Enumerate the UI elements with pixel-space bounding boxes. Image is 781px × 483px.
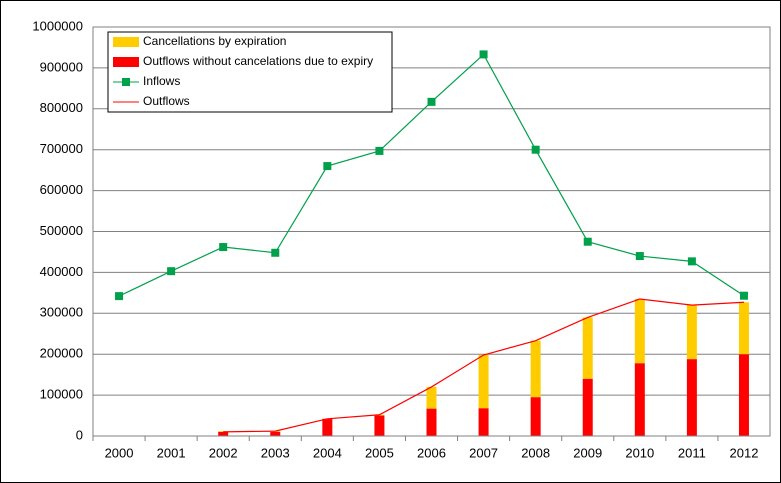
point [479,50,488,59]
legend-swatch [113,57,139,67]
point [271,248,280,257]
point [323,162,332,171]
bar-segment [738,302,749,355]
x-tick-label: 2009 [573,445,602,460]
legend-swatch [113,37,139,47]
bar-segment [426,408,437,436]
line [223,298,744,433]
bar-segment [374,415,385,436]
bar-segment [582,317,593,379]
x-tick-label: 2004 [313,445,342,460]
legend-label: Inflows [143,74,180,88]
x-tick-label: 2012 [730,445,759,460]
x-tick-label: 2005 [365,445,394,460]
point [531,145,540,154]
bar-segment [478,355,489,409]
bar-segment [218,431,229,436]
point [115,292,124,301]
legend-box [107,31,393,113]
x-tick-label: 2001 [157,445,186,460]
bar-segment [270,431,281,436]
point [635,252,644,261]
y-tick-label: 100000 [40,387,83,402]
legend-label: Outflows without cancelations due to exp… [143,54,373,68]
y-tick-label: 600000 [40,182,83,197]
point [219,243,228,252]
y-tick-label: 700000 [40,141,83,156]
bar-segment [530,397,541,436]
x-tick-label: 2002 [209,445,238,460]
point [167,267,176,276]
bar-segment [738,354,749,436]
x-tick-label: 2011 [678,445,706,460]
bar-segment [686,359,697,436]
bar-segment [426,386,437,409]
legend: Cancellations by expiration Outflows with… [107,31,393,113]
bar-segment [478,408,489,436]
y-tick-label: 0 [76,427,83,442]
x-tick-label: 2007 [469,445,498,460]
marks [115,50,749,436]
plot-border [92,26,771,437]
legend-label: Cancellations by expiration [143,34,286,48]
y-tick-label: 1000000 [32,18,83,33]
y-tick-label: 500000 [40,223,83,238]
x-tick-label: 2003 [261,445,290,460]
point [375,146,384,155]
x-tick-label: 2010 [625,445,654,460]
x-tick-label: 2008 [521,445,550,460]
legend-label: Outflows [143,94,190,108]
y-tick-label: 200000 [40,346,83,361]
bar-segment [582,378,593,436]
bar-segment [530,340,541,398]
y-tick-label: 300000 [40,305,83,320]
x-tick-label: 2006 [417,445,446,460]
bar-segment [634,298,645,364]
y-tick-label: 900000 [40,59,83,74]
bar-segment [322,418,333,436]
point [687,257,696,266]
x-tick-label: 2000 [105,445,134,460]
legend-marker [122,78,130,86]
point [739,291,748,300]
y-tick-label: 800000 [40,100,83,115]
point [583,237,592,246]
point [427,97,436,106]
y-tick-label: 400000 [40,264,83,279]
bar-segment [634,363,645,436]
bar-segment [686,305,697,360]
